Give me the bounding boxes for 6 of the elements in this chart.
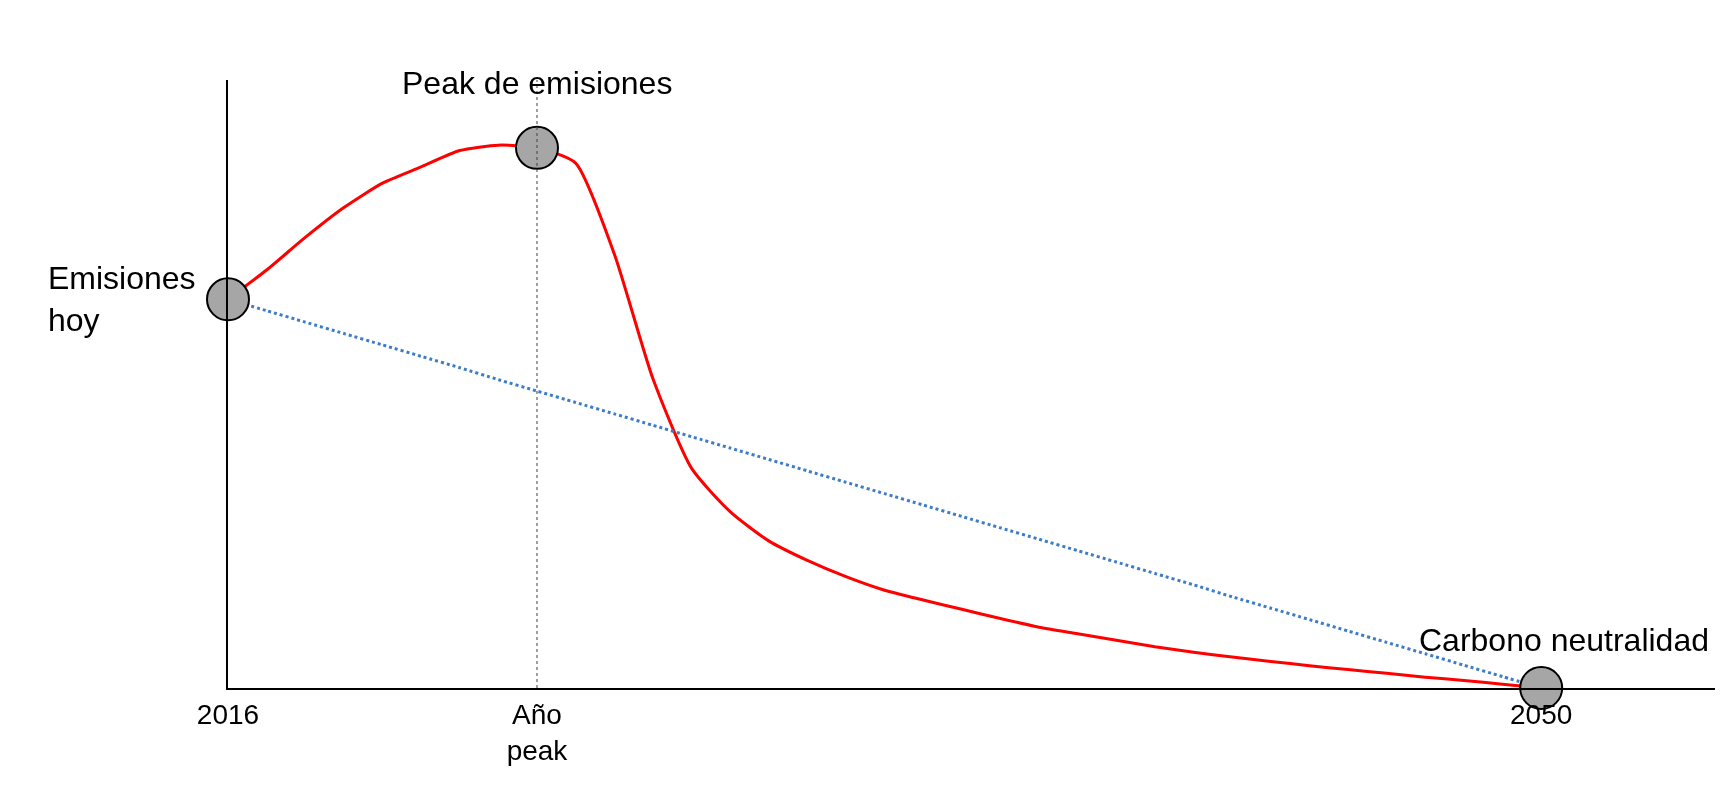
x-tick-label: 2016 [196,698,260,730]
annotation: Carbono neutralidad [1419,622,1709,658]
x-tick-label: Año peak [506,698,569,766]
annotation: Peak de emisiones [402,65,673,101]
x-tick-label: 2050 [1510,698,1573,730]
annotation: Emisiones hoy [48,260,196,338]
